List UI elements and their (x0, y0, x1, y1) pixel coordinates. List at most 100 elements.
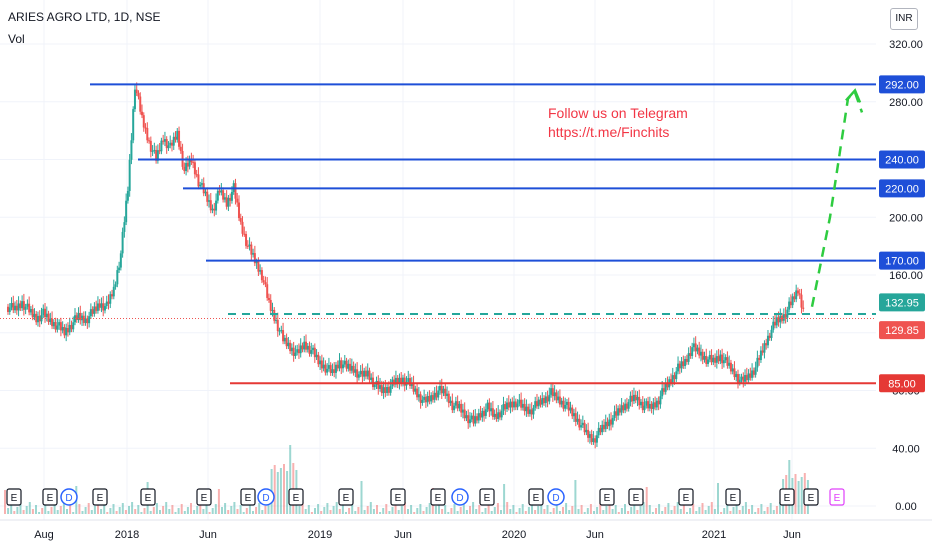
candle-body (29, 309, 32, 313)
marker-box (6, 488, 22, 506)
volume-bar (286, 471, 289, 514)
earnings-marker[interactable]: E (240, 488, 256, 506)
earnings-marker[interactable]: E (430, 488, 446, 506)
earnings-marker[interactable]: E (196, 488, 212, 506)
volume-bar (515, 512, 518, 514)
volume-bar (115, 511, 118, 514)
candle-body (12, 303, 15, 311)
marker-label: E (145, 493, 152, 504)
candle-body (363, 370, 366, 377)
earnings-marker[interactable]: E (92, 488, 108, 506)
volume-bar (224, 503, 227, 514)
candle-body (458, 403, 461, 409)
candle-body (255, 261, 258, 264)
volume-bar (190, 503, 192, 514)
earnings-marker[interactable]: E (288, 488, 304, 506)
candle-body (410, 382, 413, 387)
earnings-marker[interactable]: E (338, 488, 354, 506)
price-tick-label: 200.00 (889, 212, 923, 224)
candle-body (271, 309, 274, 311)
time-tick-label: Jun (394, 529, 412, 541)
earnings-marker[interactable]: E (803, 488, 819, 506)
candle-body (588, 434, 591, 438)
candle-body (373, 384, 376, 388)
earnings-marker[interactable]: E (390, 488, 406, 506)
earnings-marker[interactable]: E (725, 488, 741, 506)
telegram-link[interactable]: https://t.me/Finchits (548, 124, 670, 140)
candle-body (449, 400, 452, 404)
volume-bar (614, 505, 617, 514)
candle-body (456, 401, 459, 409)
candle-body (442, 388, 445, 394)
candle-body (303, 341, 306, 350)
volume-bar (97, 502, 99, 514)
volume-bar (484, 508, 487, 514)
candle-body (765, 343, 768, 346)
volume-bar (506, 502, 509, 514)
volume-bar (760, 504, 763, 514)
candle-body (403, 377, 406, 386)
volume-bar (165, 502, 168, 514)
dividend-marker[interactable]: D (547, 488, 565, 506)
candle-body (795, 290, 798, 300)
dividend-marker[interactable]: D (451, 488, 469, 506)
candle-body (114, 284, 117, 287)
volume-bar (50, 507, 53, 514)
earnings-marker[interactable]: E (479, 488, 495, 506)
candle-body (474, 416, 477, 424)
volume-bar (565, 503, 568, 514)
earnings-marker[interactable]: E (528, 488, 544, 506)
candle-body (273, 309, 276, 321)
candle-body (669, 379, 672, 383)
candle-body (446, 393, 449, 396)
marker-circle (451, 488, 469, 506)
candle-body (285, 337, 288, 347)
price-axis: 0.0040.0080.00120.00160.00200.00240.0028… (876, 0, 932, 520)
candle-body (296, 349, 299, 353)
candle-body (125, 200, 128, 223)
candle-body (352, 365, 355, 373)
earnings-marker[interactable]: E (599, 488, 615, 506)
volume-bar (143, 508, 146, 514)
dividend-marker[interactable]: D (257, 488, 275, 506)
volume-bar (472, 502, 475, 514)
volume-bar (394, 503, 397, 514)
earnings-marker[interactable]: E (829, 488, 845, 506)
earnings-marker[interactable]: E (779, 488, 795, 506)
volume-bar (87, 503, 90, 514)
candle-body (269, 299, 272, 311)
candle-body (186, 162, 189, 167)
candle-body (282, 330, 285, 342)
volume-bar (729, 511, 732, 514)
candle-body (504, 404, 507, 410)
candle-body (123, 222, 126, 232)
candle-body (58, 322, 61, 326)
candle-body (472, 415, 475, 424)
volume-bar (93, 506, 96, 514)
volume-bar (100, 509, 103, 514)
candle-body (151, 150, 154, 152)
earnings-marker[interactable]: E (140, 488, 156, 506)
earnings-marker[interactable]: E (678, 488, 694, 506)
volume-bar (22, 510, 25, 514)
candle-body (148, 140, 151, 142)
earnings-marker[interactable]: E (6, 488, 22, 506)
volume-bar (276, 472, 279, 514)
volume-bar (56, 510, 59, 514)
volume-bar (707, 506, 710, 514)
volume-bar (338, 509, 341, 514)
candle-body (779, 315, 782, 323)
volume-bar (617, 512, 620, 514)
volume-bar (261, 510, 264, 514)
candle-body (578, 418, 581, 428)
candle-body (208, 200, 211, 202)
marker-label: E (808, 493, 815, 504)
currency-button[interactable]: INR (890, 8, 918, 30)
candle-body (597, 427, 600, 436)
dividend-marker[interactable]: D (60, 488, 78, 506)
candle-body (491, 408, 494, 417)
earnings-marker[interactable]: E (42, 488, 58, 506)
earnings-marker[interactable]: E (628, 488, 644, 506)
